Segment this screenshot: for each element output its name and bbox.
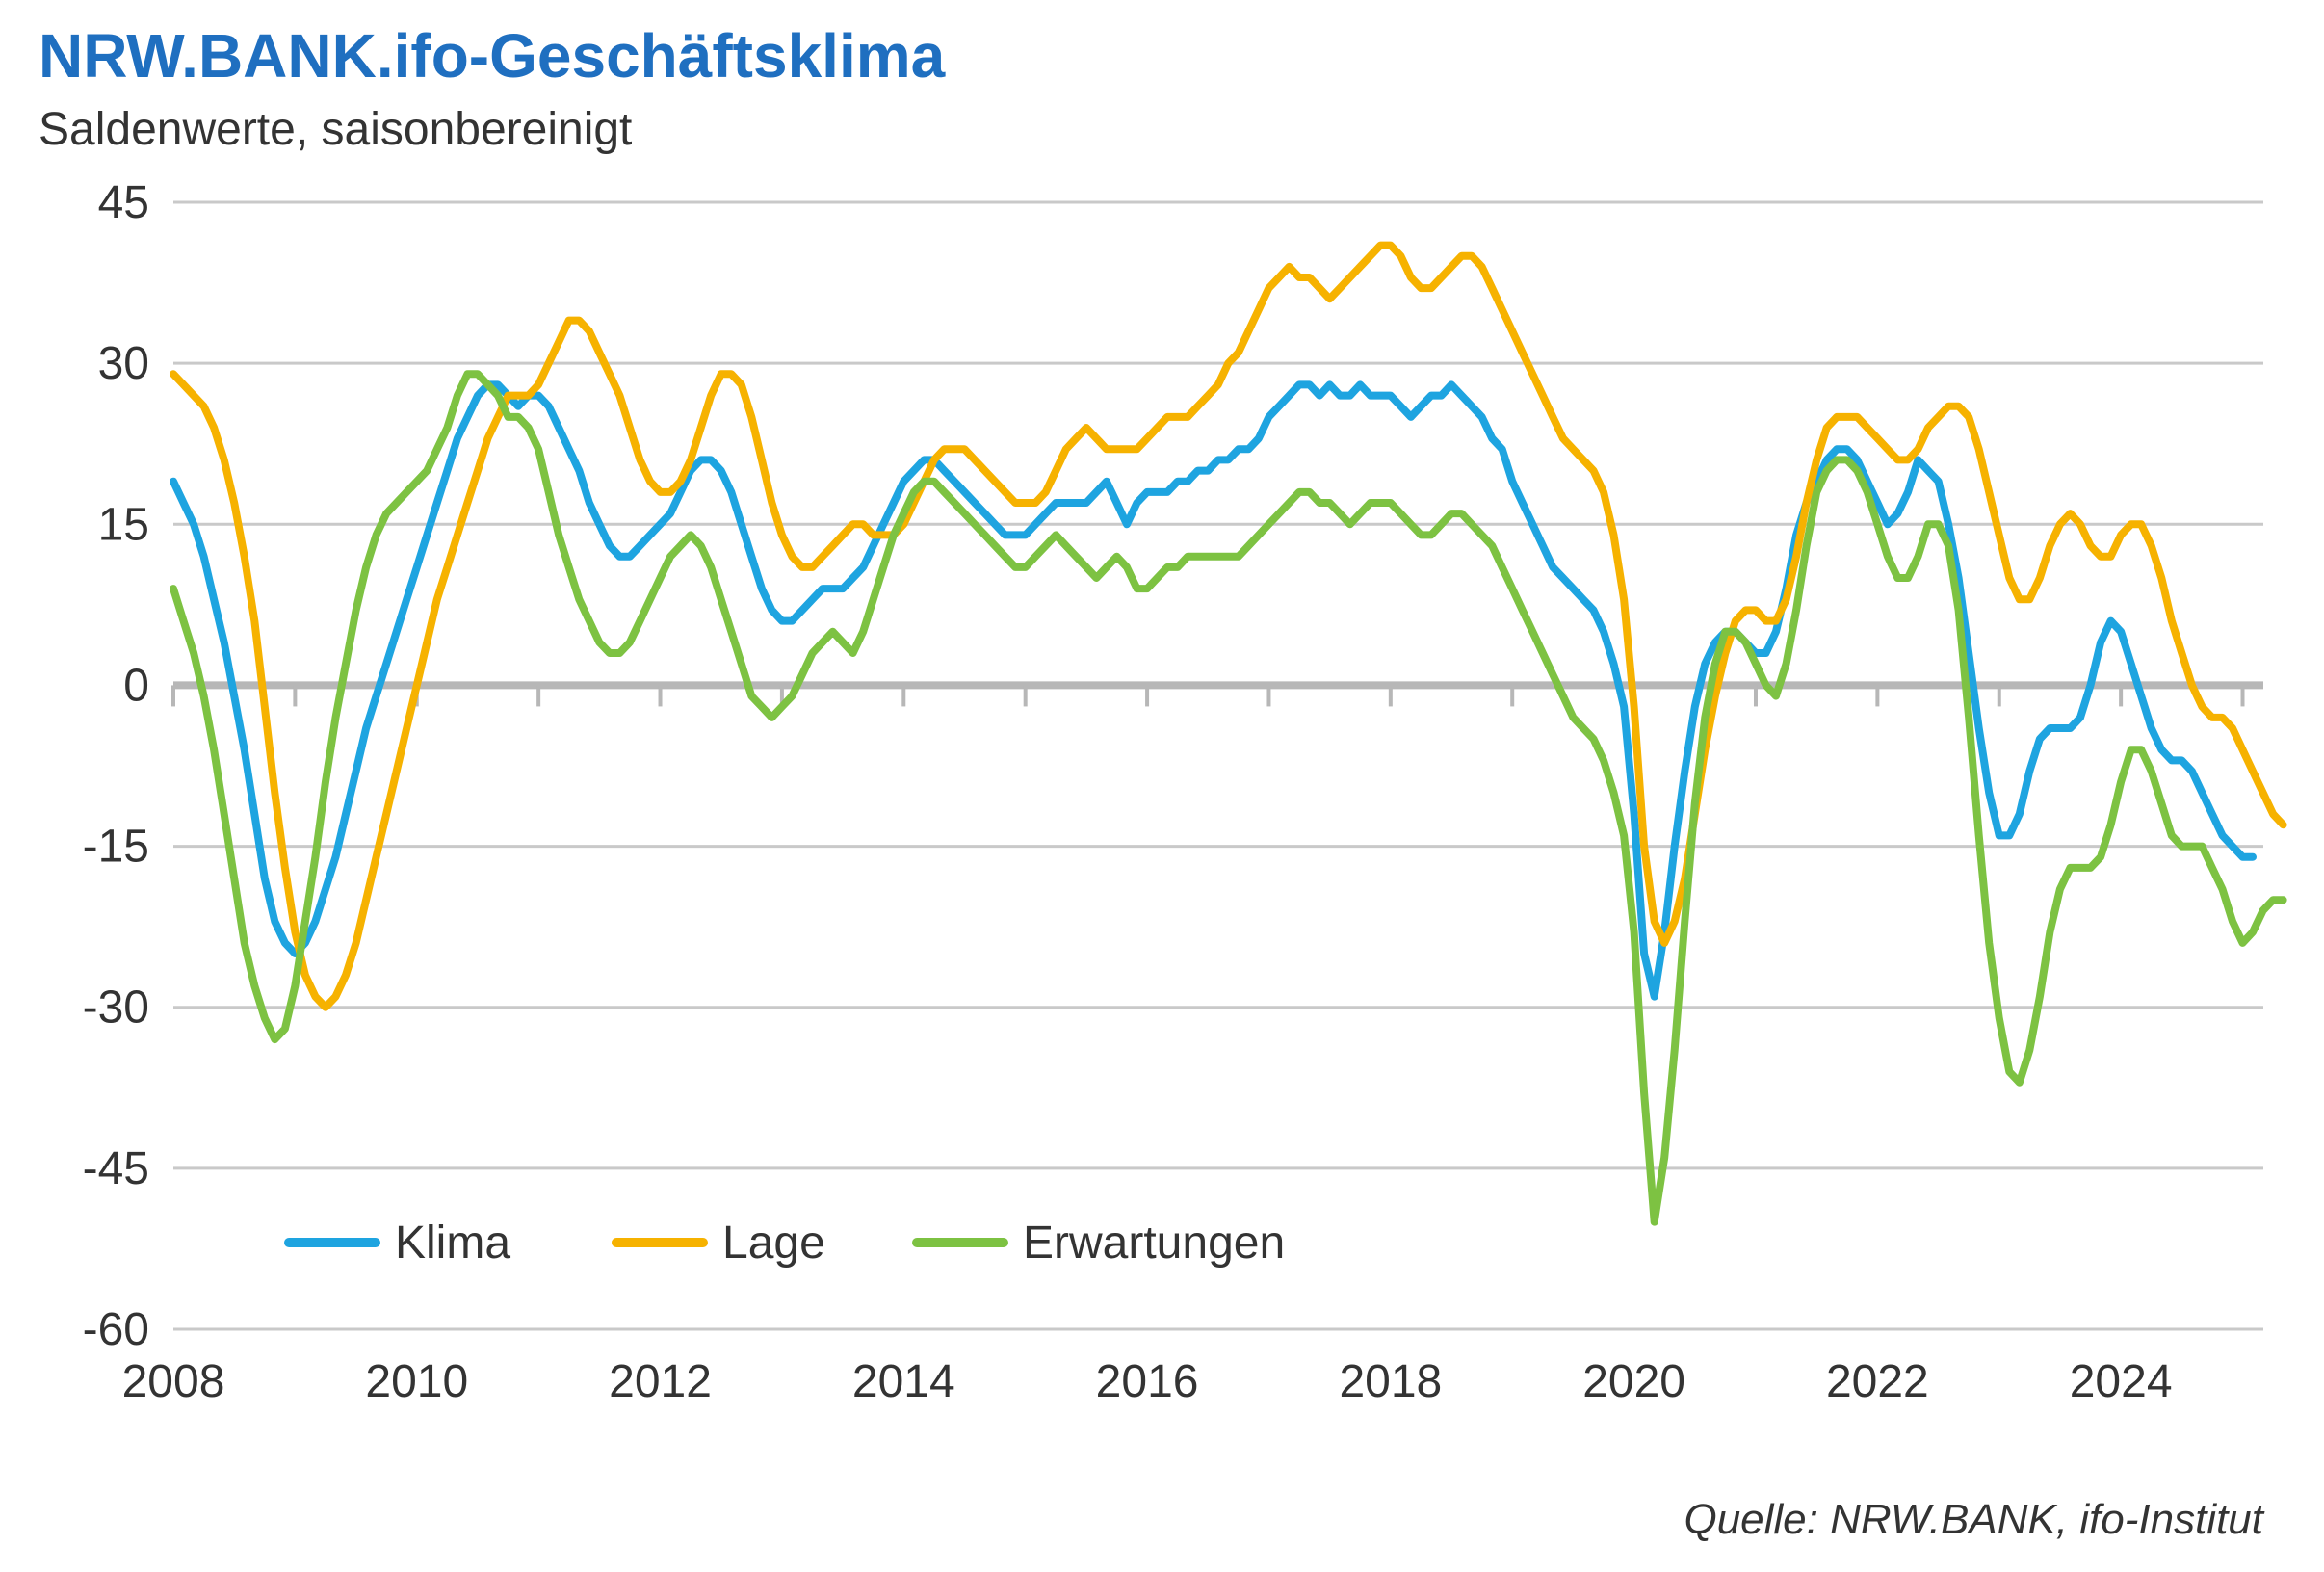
y-tick-label: -30 [83, 982, 149, 1034]
y-tick-label: 30 [98, 338, 149, 389]
chart-subtitle: Saldenwerte, saisonbereinigt [39, 104, 632, 155]
y-tick-label: 0 [123, 660, 149, 711]
legend-label: Klima [395, 1218, 510, 1269]
y-tick-label: -45 [83, 1143, 149, 1194]
x-tick-label: 2020 [1582, 1356, 1685, 1407]
x-tick-label: 2010 [365, 1356, 468, 1407]
series-klima [173, 384, 2253, 996]
source-label: Quelle: NRW.BANK, ifo-Institut [1684, 1496, 2264, 1543]
x-tick-label: 2008 [122, 1356, 225, 1407]
chart-container: NRW.BANK.ifo-Geschäftsklima Saldenwerte, … [0, 0, 2324, 1572]
legend-label: Erwartungen [1023, 1218, 1285, 1269]
y-tick-label: 15 [98, 499, 149, 550]
x-tick-label: 2022 [1826, 1356, 1929, 1407]
series-erwartungen [173, 374, 2284, 1221]
x-tick-label: 2018 [1339, 1356, 1442, 1407]
x-tick-label: 2012 [609, 1356, 712, 1407]
legend-label: Lage [722, 1218, 825, 1269]
x-tick-label: 2024 [2070, 1356, 2173, 1407]
line-chart: NRW.BANK.ifo-Geschäftsklima Saldenwerte, … [0, 0, 2324, 1572]
x-tick-label: 2014 [852, 1356, 955, 1407]
chart-title: NRW.BANK.ifo-Geschäftsklima [39, 21, 946, 91]
x-tick-label: 2016 [1096, 1356, 1199, 1407]
y-tick-label: -60 [83, 1304, 149, 1355]
y-tick-label: -15 [83, 822, 149, 873]
y-tick-label: 45 [98, 177, 149, 228]
